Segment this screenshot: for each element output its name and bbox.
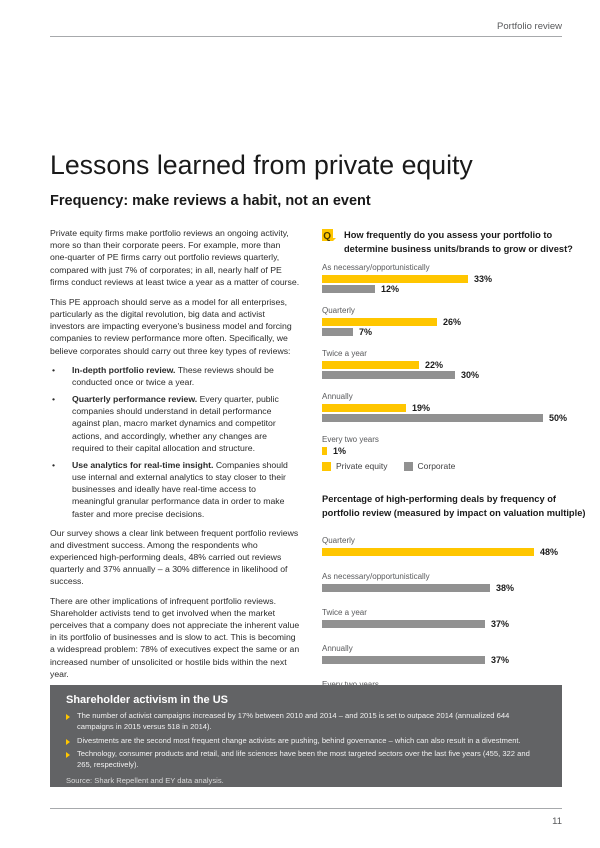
svg-text:Q: Q <box>323 231 331 242</box>
